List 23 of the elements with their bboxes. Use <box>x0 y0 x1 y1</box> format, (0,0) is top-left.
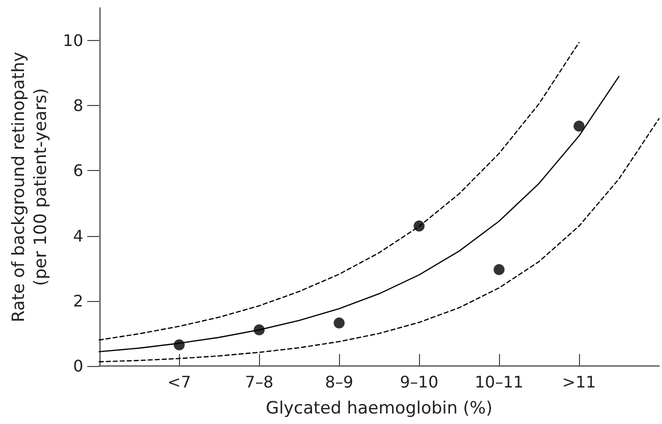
line-series <box>98 42 580 341</box>
x-axis-title: Glycated haemoglobin (%) <box>266 398 492 418</box>
x-tick-label: 9–10 <box>400 372 438 392</box>
y-tick-label: 10 <box>62 31 84 50</box>
point <box>174 339 185 350</box>
x-tick-label: 8–9 <box>324 372 354 392</box>
y-tick-label: 6 <box>73 161 84 180</box>
x-tick-label: 10–11 <box>474 372 524 392</box>
y-tick-label: 0 <box>73 356 84 376</box>
y-tick-label: 8 <box>73 96 84 116</box>
line-series <box>98 76 620 352</box>
x-tick-label: <7 <box>167 372 192 392</box>
y-tick-label: 2 <box>73 291 84 310</box>
point <box>574 120 585 132</box>
point <box>494 264 505 276</box>
line-series <box>98 118 660 362</box>
y-axis-title: Rate of background retinopathy (per 100 patient-years) <box>9 52 51 322</box>
y-tick-label: 4 <box>73 226 84 246</box>
point <box>334 318 345 329</box>
x-tick-label: >11 <box>562 372 596 392</box>
point <box>254 324 265 336</box>
x-tick-label: 7–8 <box>245 372 274 392</box>
point <box>414 220 425 232</box>
